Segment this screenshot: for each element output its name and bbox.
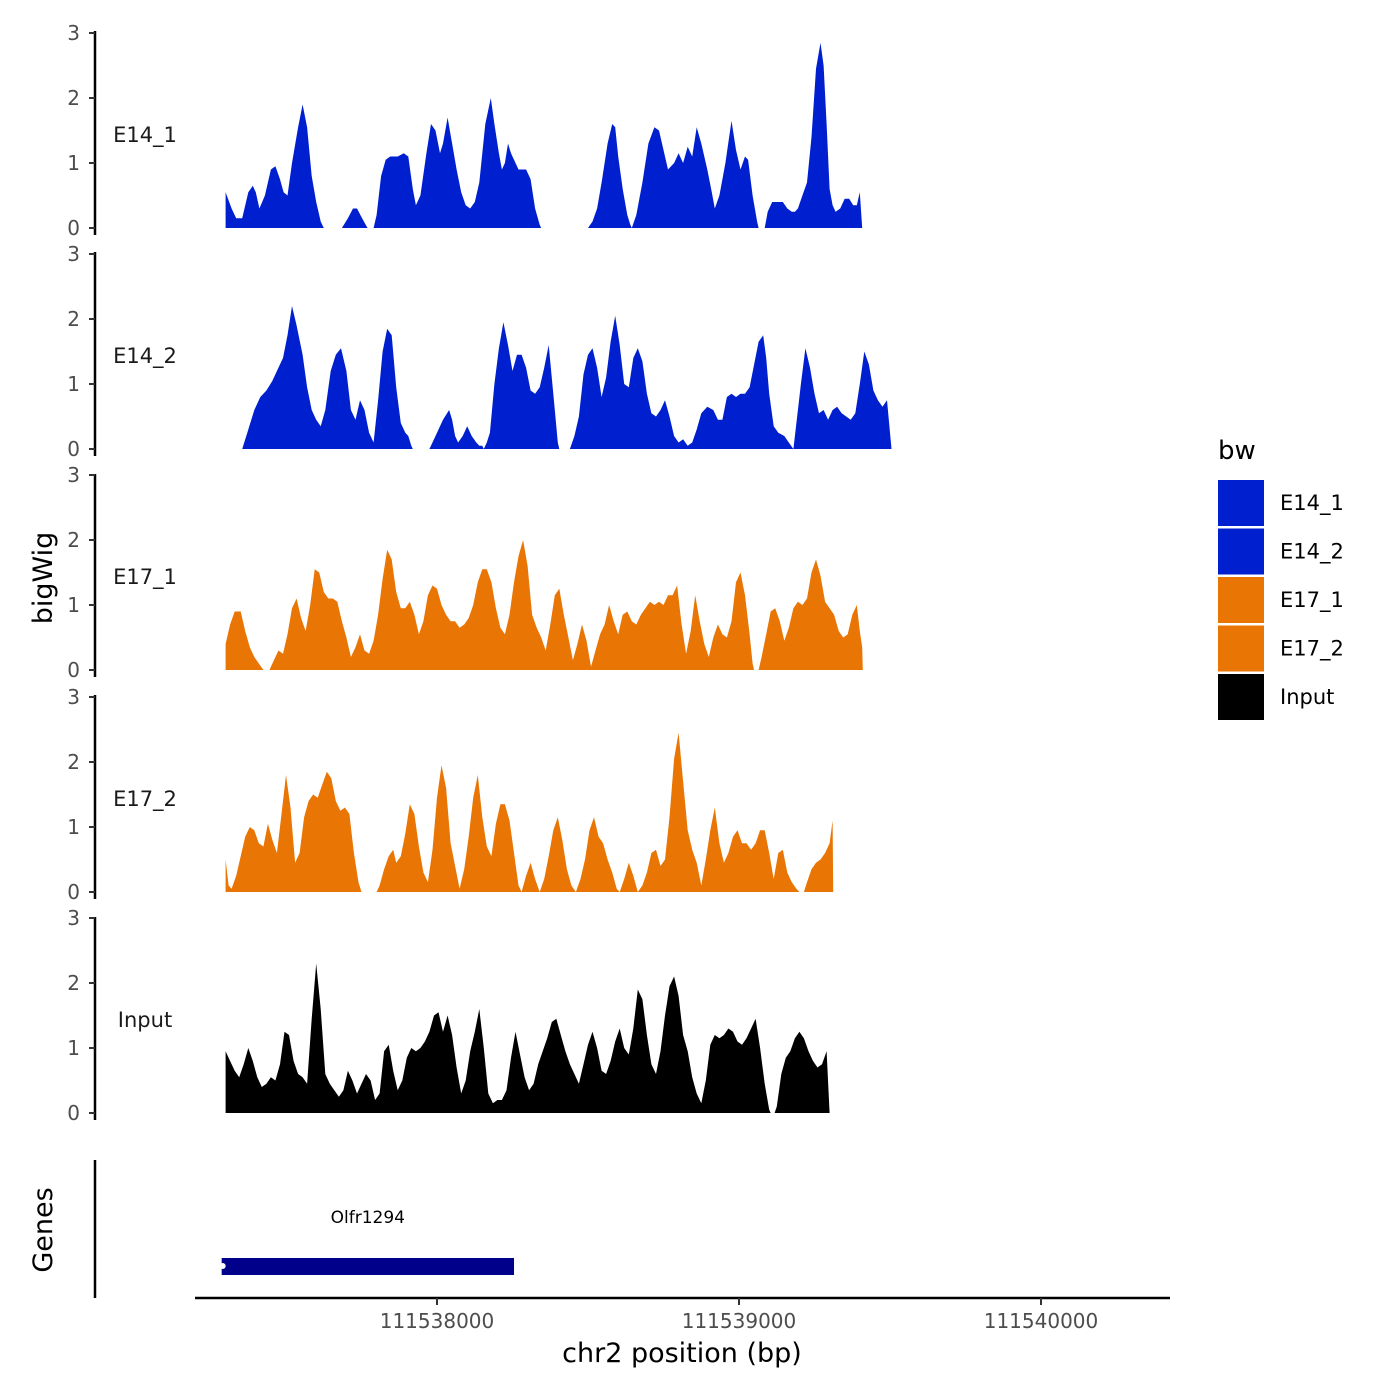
signal-area-e14-1 — [373, 98, 542, 228]
y-tick-label: 2 — [67, 971, 80, 995]
signal-area-e14-2 — [242, 306, 413, 449]
y-tick-label: 3 — [67, 685, 80, 709]
y-tick-label: 1 — [67, 372, 80, 396]
y-tick-label: 1 — [67, 815, 80, 839]
signal-area-e14-2 — [429, 322, 560, 449]
y-tick-label: 1 — [67, 151, 80, 175]
legend-label: E14_1 — [1280, 491, 1344, 516]
track-e14-1: 0 1 2 3 E14_1 — [67, 21, 863, 240]
bigwig-tracks: 0 1 2 3 E14_1 0 1 2 3 E14_2 0 1 2 3 E17_1 0 1 2 3 E17_2 0 1 2 3… — [67, 21, 892, 1125]
signal-area-e17-1 — [758, 559, 863, 670]
gene-track-title: Genes — [28, 1187, 59, 1272]
track-input: 0 1 2 3 Input — [67, 906, 830, 1125]
x-tick-label: 111539000 — [682, 1309, 797, 1333]
signal-area-e14-1 — [764, 42, 863, 228]
gene-track: Genes Olfr1294 — [28, 1160, 515, 1298]
legend-label: E17_1 — [1280, 588, 1344, 613]
signal-area-e17-2 — [225, 771, 362, 892]
track-e14-2: 0 1 2 3 E14_2 — [67, 242, 892, 461]
y-tick-label: 3 — [67, 906, 80, 930]
y-tick-label: 2 — [67, 528, 80, 552]
signal-area-e14-1 — [341, 208, 368, 228]
signal-area-e17-2 — [803, 820, 834, 892]
gene-strand-marker — [219, 1263, 226, 1269]
legend-label: E17_2 — [1280, 637, 1344, 662]
legend-swatch — [1218, 674, 1264, 720]
y-tick-label: 1 — [67, 593, 80, 617]
y-tick-label: 3 — [67, 21, 80, 45]
track-label: E14_1 — [113, 123, 177, 148]
x-tick-label: 111538000 — [380, 1309, 495, 1333]
signal-area-e17-2 — [376, 732, 800, 892]
track-label: E14_2 — [113, 344, 177, 369]
y-tick-label: 2 — [67, 750, 80, 774]
signal-area-e17-1 — [225, 611, 264, 670]
x-axis-title: chr2 position (bp) — [562, 1338, 802, 1369]
y-tick-label: 0 — [67, 437, 80, 461]
legend-label: E14_2 — [1280, 540, 1344, 565]
legend-swatch — [1218, 625, 1264, 672]
signal-area-e14-1 — [588, 120, 759, 228]
y-tick-label: 2 — [67, 86, 80, 110]
signal-area-e14-1 — [225, 104, 324, 228]
legend: bw E14_1 E14_2 E17_1 E17_2 Input — [1218, 436, 1344, 720]
legend-swatch — [1218, 577, 1264, 623]
y-tick-label: 0 — [67, 1101, 80, 1125]
track-e17-1: 0 1 2 3 E17_1 — [67, 463, 863, 682]
legend-label: Input — [1280, 685, 1334, 709]
signal-area-input — [774, 1031, 830, 1113]
y-tick-label: 0 — [67, 658, 80, 682]
legend-title: bw — [1218, 436, 1256, 466]
signal-area-e17-1 — [269, 540, 755, 670]
gene-bar — [221, 1258, 515, 1275]
track-label: E17_2 — [113, 787, 177, 812]
gene-label: Olfr1294 — [331, 1208, 405, 1228]
x-tick-label: 111540000 — [984, 1309, 1099, 1333]
legend-swatch — [1218, 528, 1264, 575]
legend-swatch — [1218, 480, 1264, 526]
x-axis: 111538000 111539000 111540000 — [195, 1296, 1170, 1333]
y-tick-label: 0 — [67, 880, 80, 904]
y-axis-title: bigWig — [28, 532, 59, 625]
track-e17-2: 0 1 2 3 E17_2 — [67, 685, 834, 904]
y-tick-label: 0 — [67, 216, 80, 240]
signal-area-input — [225, 963, 771, 1113]
track-label: Input — [118, 1008, 172, 1032]
y-tick-label: 3 — [67, 463, 80, 487]
track-label: E17_1 — [113, 565, 177, 590]
y-tick-label: 2 — [67, 307, 80, 331]
y-tick-label: 3 — [67, 242, 80, 266]
signal-area-e14-2 — [569, 315, 892, 449]
y-tick-label: 1 — [67, 1036, 80, 1060]
